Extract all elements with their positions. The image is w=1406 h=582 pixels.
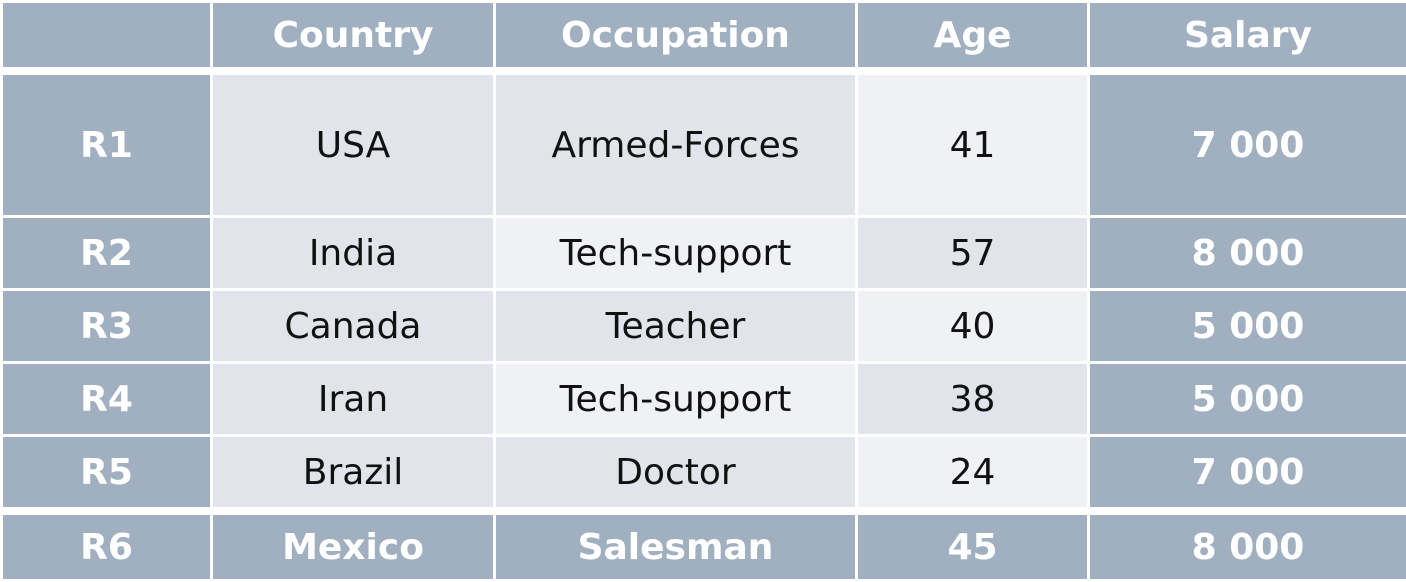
salary-cell: 8 000 <box>1089 217 1406 290</box>
row-label: R2 <box>2 217 212 290</box>
salary-cell: 5 000 <box>1089 363 1406 436</box>
row-label: R5 <box>2 436 212 512</box>
country-cell: Mexico <box>212 511 495 581</box>
header-salary: Salary <box>1089 2 1406 72</box>
occupation-cell: Teacher <box>495 290 857 363</box>
occupation-cell: Tech-support <box>495 217 857 290</box>
header-country: Country <box>212 2 495 72</box>
age-cell: 45 <box>857 511 1089 581</box>
age-cell: 41 <box>857 71 1089 217</box>
country-cell: Iran <box>212 363 495 436</box>
table-row: R3 Canada Teacher 40 5 000 <box>2 290 1406 363</box>
row-label: R3 <box>2 290 212 363</box>
occupation-cell: Armed-Forces <box>495 71 857 217</box>
salary-cell: 8 000 <box>1089 511 1406 581</box>
age-cell: 24 <box>857 436 1089 512</box>
salary-cell: 7 000 <box>1089 436 1406 512</box>
age-cell: 40 <box>857 290 1089 363</box>
header-occupation: Occupation <box>495 2 857 72</box>
age-cell: 57 <box>857 217 1089 290</box>
salary-cell: 5 000 <box>1089 290 1406 363</box>
country-cell: India <box>212 217 495 290</box>
table-row: R4 Iran Tech-support 38 5 000 <box>2 363 1406 436</box>
table-row: R2 India Tech-support 57 8 000 <box>2 217 1406 290</box>
country-cell: Brazil <box>212 436 495 512</box>
table-row: R5 Brazil Doctor 24 7 000 <box>2 436 1406 512</box>
table-row: R1 USA Armed-Forces 41 7 000 <box>2 71 1406 217</box>
table-row-total: R6 Mexico Salesman 45 8 000 <box>2 511 1406 581</box>
header-corner-cell <box>2 2 212 72</box>
occupation-cell: Doctor <box>495 436 857 512</box>
row-label: R1 <box>2 71 212 217</box>
occupation-cell: Salesman <box>495 511 857 581</box>
country-cell: USA <box>212 71 495 217</box>
row-label: R4 <box>2 363 212 436</box>
age-cell: 38 <box>857 363 1089 436</box>
header-row: Country Occupation Age Salary <box>2 2 1406 72</box>
row-label: R6 <box>2 511 212 581</box>
salary-cell: 7 000 <box>1089 71 1406 217</box>
header-age: Age <box>857 2 1089 72</box>
country-cell: Canada <box>212 290 495 363</box>
occupation-cell: Tech-support <box>495 363 857 436</box>
